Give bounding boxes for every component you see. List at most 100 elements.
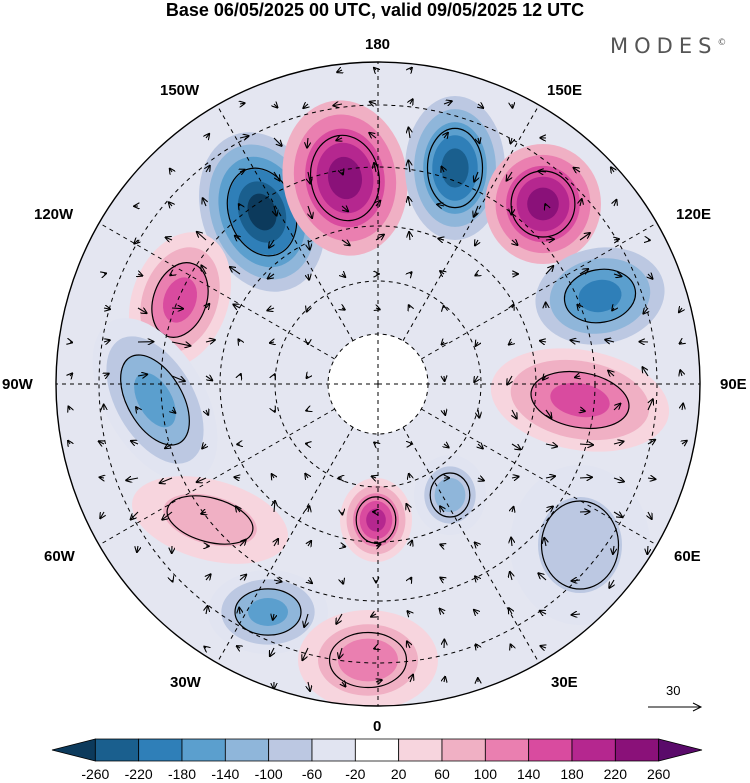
anomaly-contour	[327, 156, 363, 200]
map-border	[55, 61, 701, 707]
wind-vector	[137, 308, 146, 313]
colorbar-swatch	[94, 738, 140, 762]
meridian-line	[216, 104, 354, 341]
wind-vector	[478, 409, 479, 418]
logo-mark: ©	[717, 38, 727, 48]
wind-vector	[104, 340, 110, 342]
wind-vector	[308, 681, 310, 691]
wind-vector	[170, 169, 172, 172]
wind-vector	[136, 407, 138, 410]
wind-vector	[235, 236, 240, 240]
wind-vector	[172, 410, 175, 413]
wind-vector	[303, 104, 308, 108]
wind-vector	[100, 511, 104, 518]
wind-vector	[478, 478, 484, 481]
meridian-line	[402, 427, 540, 664]
colorbar-swatch	[571, 738, 616, 762]
lon-label-120w: 120W	[34, 206, 74, 223]
wind-vector	[239, 340, 240, 342]
wind-vector	[512, 409, 517, 418]
colorbar-swatch	[138, 738, 183, 762]
wind-vector	[100, 477, 104, 478]
colorbar-swatch	[658, 738, 703, 762]
lon-label-60w: 60W	[44, 548, 75, 565]
height-contour	[540, 500, 620, 590]
meridian-line	[98, 408, 335, 546]
wind-vector	[409, 232, 410, 241]
wind-vector	[543, 376, 546, 380]
wind-vector	[137, 374, 147, 376]
wind-vector	[205, 376, 212, 380]
pos-anomaly-90e	[490, 348, 670, 452]
wind-vector	[126, 478, 139, 480]
parallel-70n	[274, 280, 482, 488]
wind-vector	[69, 407, 70, 410]
wind-vector	[342, 172, 343, 174]
anomaly-contour	[550, 382, 610, 418]
wind-vector	[305, 474, 308, 478]
neg-anomaly-90w	[92, 318, 218, 482]
wind-vector	[682, 404, 683, 411]
wind-vector	[408, 197, 410, 207]
wind-vector	[267, 308, 275, 310]
wind-vector	[308, 506, 309, 512]
height-contour	[328, 631, 408, 689]
wind-vector	[274, 501, 275, 513]
wind-vector	[308, 239, 310, 250]
wind-vector	[511, 205, 512, 214]
anomaly-contour	[434, 477, 466, 513]
wind-vector	[541, 646, 546, 648]
wind-vector	[613, 274, 621, 276]
wind-vector	[545, 266, 553, 275]
colorbar-tick-label: 260	[646, 766, 671, 782]
wind-vector	[511, 477, 519, 478]
wind-vector	[270, 647, 274, 656]
wind-vector	[171, 342, 190, 346]
wind-vector	[206, 134, 209, 138]
neg-anomaly-110e	[535, 247, 665, 345]
wind-vector	[307, 308, 308, 311]
parallel-60n	[219, 225, 537, 543]
wind-vector	[274, 104, 277, 107]
colorbar-tick-label: -180	[167, 766, 197, 782]
wind-vector	[307, 137, 308, 148]
colorbar-tick-label: -20	[345, 766, 366, 782]
wind-vector	[206, 410, 208, 415]
wind-vector	[409, 305, 410, 308]
wind-vector	[605, 340, 615, 342]
wind-vector	[442, 167, 444, 172]
wind-vector	[336, 138, 342, 140]
height-contour	[426, 127, 484, 209]
colorbar-tick-label: -220	[124, 766, 153, 782]
wind-vector	[171, 308, 183, 309]
wind-vector-layer	[68, 68, 687, 691]
wind-vector	[579, 269, 588, 274]
wind-vector	[545, 444, 557, 446]
wind-vector	[406, 504, 410, 513]
wind-vector	[443, 101, 452, 104]
pos-anomaly-greenland	[340, 478, 412, 562]
neg-anomaly-170e	[405, 96, 505, 240]
wind-vector	[571, 340, 581, 342]
wind-vector	[230, 267, 241, 275]
wind-vector	[342, 580, 343, 584]
height-contour	[234, 588, 302, 636]
wind-vector	[272, 474, 274, 478]
wind-vector	[274, 205, 277, 216]
wind-vector	[341, 206, 348, 211]
wind-vector	[408, 128, 410, 139]
wind-vector	[478, 138, 479, 143]
colorbar-tick-label: 220	[603, 766, 627, 782]
wind-vector	[440, 545, 444, 546]
colorbar-swatch	[311, 738, 356, 762]
wind-vector	[204, 647, 206, 648]
wind-vector	[68, 441, 70, 444]
colorbar-tick-label: 20	[390, 766, 407, 782]
lon-label-90w: 90W	[2, 376, 33, 393]
wind-vector	[538, 573, 547, 581]
wind-vector	[375, 235, 384, 240]
wind-vector	[440, 506, 444, 512]
wind-vector	[374, 68, 376, 70]
wind-vector	[99, 441, 104, 444]
